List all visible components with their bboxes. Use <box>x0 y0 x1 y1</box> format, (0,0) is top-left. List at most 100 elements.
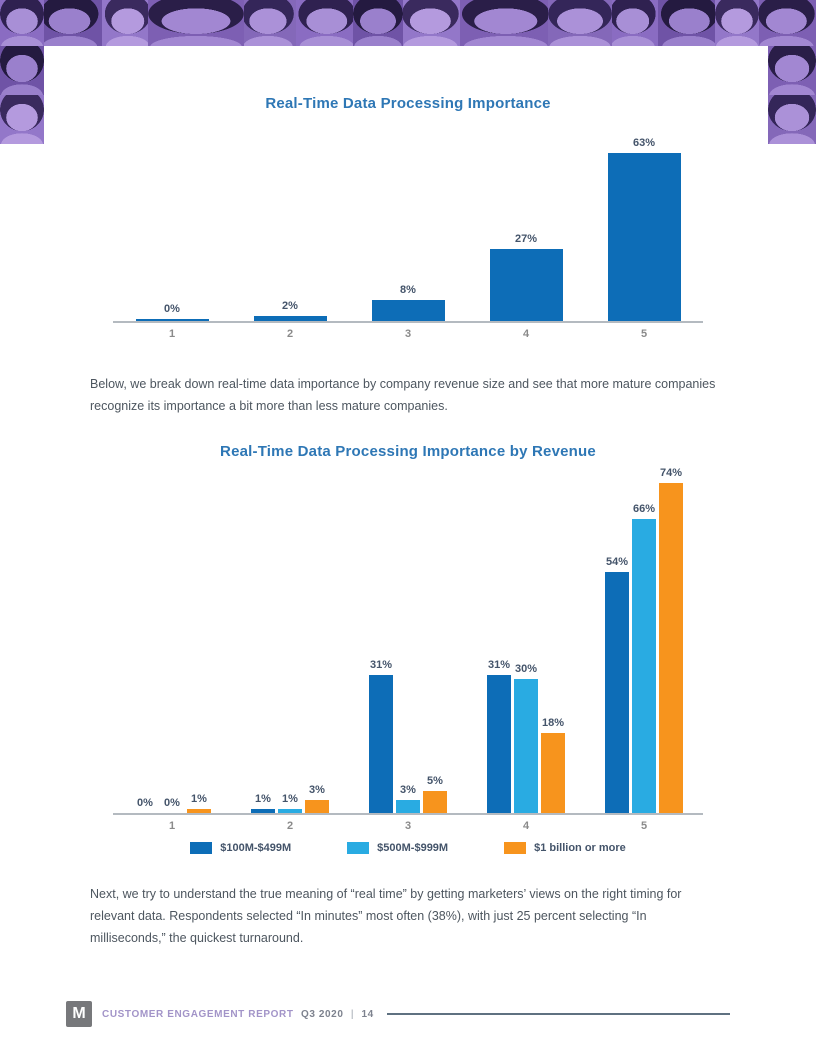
x-tick-label: 5 <box>640 820 648 832</box>
paragraph-real-time-meaning: Next, we try to understand the true mean… <box>90 887 682 945</box>
chart-2-legend: $100M-$499M $500M-$999M $1 billion or mo… <box>113 842 703 854</box>
faces-photo-tile <box>768 95 816 144</box>
group-bars: 54% 66% 74% <box>605 466 683 813</box>
faces-photo-tile <box>148 0 244 46</box>
bar-unit: 18% <box>541 716 565 813</box>
faces-photo-tile <box>0 0 44 46</box>
legend-item-100m-499m: $100M-$499M <box>190 842 291 854</box>
bar <box>135 319 209 321</box>
bar-value-label: 27% <box>514 233 538 245</box>
logo-m: M <box>66 1001 92 1027</box>
faces-photo-tile <box>44 0 102 46</box>
bar <box>423 791 447 813</box>
bar-value-label: 1% <box>255 793 271 805</box>
legend-swatch-dark-blue <box>190 842 213 854</box>
legend-item-1-billion: $1 billion or more <box>504 842 626 854</box>
bar-value-label: 63% <box>632 137 656 149</box>
faces-photo-tile <box>715 0 759 46</box>
faces-photo-tile <box>296 0 353 46</box>
bar-unit: 1% <box>278 792 302 813</box>
bar <box>605 572 629 813</box>
chart-1-title: Real-Time Data Processing Importance <box>265 95 551 112</box>
faces-photo-tile <box>548 0 612 46</box>
x-tick-label: 1 <box>168 820 176 832</box>
legend-label: $100M-$499M <box>220 842 292 854</box>
bar <box>541 733 565 813</box>
bar-unit: 66% <box>632 502 656 813</box>
page-content: Real-Time Data Processing Importance 0% 2… <box>0 46 816 949</box>
bar-unit: 0% <box>133 796 157 813</box>
x-tick-label: 4 <box>522 820 530 832</box>
bar-unit: 0% <box>135 302 209 321</box>
bar <box>305 800 329 813</box>
bar-value-label: 74% <box>659 467 683 479</box>
bar <box>514 679 538 813</box>
bar-group: 27% <box>467 232 585 321</box>
bar-value-label: 3% <box>400 784 416 796</box>
faces-photo-tile <box>768 46 816 95</box>
bar-group: 54% 66% 74% <box>585 466 703 813</box>
bar <box>253 316 327 321</box>
bar-group: 8% <box>349 283 467 321</box>
bar <box>371 300 445 321</box>
legend-swatch-cyan <box>347 842 370 854</box>
faces-photo-tile <box>0 46 44 95</box>
x-tick-label: 4 <box>522 328 530 340</box>
bar-group: 0% <box>113 302 231 321</box>
bar-value-label: 3% <box>309 784 325 796</box>
bar-unit: 31% <box>487 658 511 813</box>
bar <box>187 809 211 813</box>
faces-photo-tile <box>0 95 44 144</box>
bar-unit: 1% <box>251 792 275 813</box>
faces-photo-tile <box>460 0 548 46</box>
faces-photo-tile <box>759 0 816 46</box>
footer-page-number: 14 <box>361 1008 374 1020</box>
bar-unit: 3% <box>305 783 329 813</box>
faces-banner-top <box>0 0 816 46</box>
bar <box>487 675 511 813</box>
chart-2-title: Real-Time Data Processing Importance by … <box>220 443 596 460</box>
bar-unit: 31% <box>369 658 393 813</box>
group-bars: 1% 1% 3% <box>251 783 329 813</box>
bar-unit: 3% <box>396 783 420 813</box>
bar-value-label: 18% <box>541 717 565 729</box>
bar-unit: 54% <box>605 555 629 813</box>
bar-value-label: 31% <box>369 659 393 671</box>
x-tick-label: 5 <box>640 328 648 340</box>
bar-group: 63% <box>585 136 703 321</box>
faces-photo-tile <box>102 0 148 46</box>
bar-unit: 27% <box>489 232 563 321</box>
x-tick-label: 3 <box>404 820 412 832</box>
chart-1-plot: 0% 2% 8% 27% 63% <box>113 133 703 323</box>
bar <box>369 675 393 813</box>
bar-value-label: 1% <box>191 793 207 805</box>
bar-value-label: 0% <box>164 797 180 809</box>
bar-value-label: 5% <box>427 775 443 787</box>
bar-unit: 30% <box>514 662 538 813</box>
page-footer: M CUSTOMER ENGAGEMENT REPORT Q3 2020 | 1… <box>66 1001 730 1027</box>
bar <box>278 809 302 813</box>
footer-report-name: CUSTOMER ENGAGEMENT REPORT <box>102 1008 294 1020</box>
bar-unit: 5% <box>423 774 447 813</box>
bar-unit: 74% <box>659 466 683 813</box>
footer-rule <box>386 1013 730 1015</box>
bar-unit: 8% <box>371 283 445 321</box>
bar <box>607 153 681 321</box>
footer-edition: Q3 2020 <box>300 1008 344 1020</box>
legend-label: $500M-$999M <box>377 842 449 854</box>
footer-text: CUSTOMER ENGAGEMENT REPORT Q3 2020 | 14 <box>102 1009 374 1020</box>
group-bars: 31% 3% 5% <box>369 658 447 813</box>
bar-value-label: 66% <box>632 503 656 515</box>
bar-group: 1% 1% 3% <box>231 783 349 813</box>
faces-photo-tile <box>244 0 296 46</box>
bar-group: 0% 0% 1% <box>113 792 231 813</box>
legend-label: $1 billion or more <box>534 842 626 854</box>
bar-group: 31% 30% 18% <box>467 658 585 813</box>
bar-group: 2% <box>231 299 349 321</box>
paragraph-revenue-breakdown: Below, we break down real-time data impo… <box>90 377 716 413</box>
x-tick-label: 2 <box>286 820 294 832</box>
chart-2-plot: 0% 0% 1% 1% 1% 3% 31% 3% 5% 31% 30% 18% 54% 66% 74% <box>113 465 703 815</box>
bar <box>251 809 275 813</box>
bar-unit: 2% <box>253 299 327 321</box>
